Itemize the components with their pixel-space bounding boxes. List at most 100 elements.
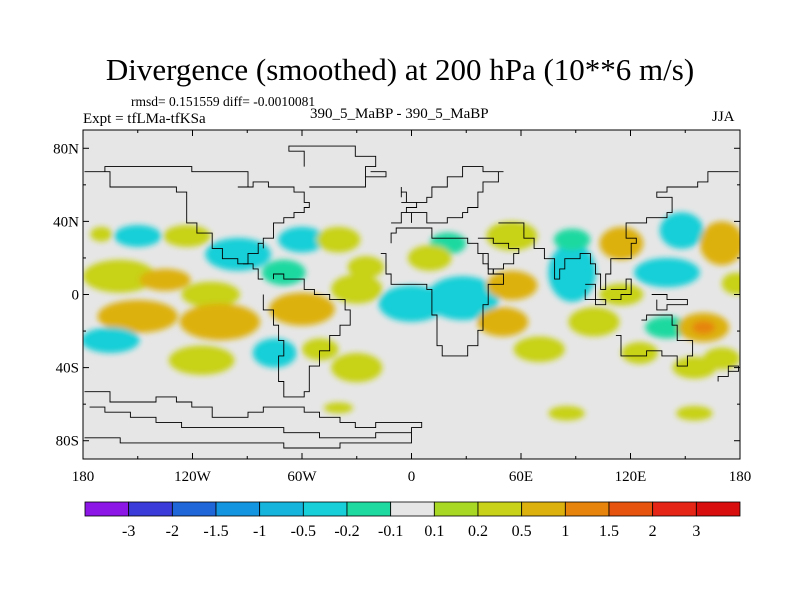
divergence-core-34	[491, 315, 515, 329]
colorbar-swatch	[128, 501, 173, 517]
colorbar-label: -0.2	[334, 523, 359, 540]
colorbar-label: 0.2	[468, 523, 488, 540]
coastline-11	[717, 365, 739, 382]
divergence-contour-13	[331, 274, 383, 304]
season-label: JJA	[712, 109, 735, 125]
divergence-contour-21	[426, 276, 500, 321]
divergence-contour-27	[553, 228, 591, 251]
colorbar-label: 1	[561, 523, 569, 540]
divergence-field	[83, 212, 740, 421]
x-tick-label: 120E	[615, 469, 647, 485]
colorbar-swatch	[302, 501, 348, 517]
colorbar-label: -2	[166, 523, 179, 540]
case-comparison-label: 390_5_MaBP - 390_5_MaBP	[310, 106, 489, 122]
colorbar-label: 1.5	[599, 523, 619, 540]
divergence-core-10	[119, 309, 156, 324]
colorbar-label: -0.5	[291, 523, 316, 540]
divergence-contour-41	[672, 356, 717, 379]
divergence-contour-5	[205, 237, 271, 271]
colorbar: -3 -2 -1.5 -1 -0.5 -0.2 -0.1 0.1 0.2 0.5 1 1.5 2 3	[84, 501, 741, 540]
coastline-6	[498, 171, 739, 290]
coastline-7	[615, 314, 694, 367]
x-tick-label: 60W	[287, 469, 317, 485]
coastline-2	[262, 273, 351, 398]
coastlines	[84, 145, 739, 449]
colorbar-swatch	[433, 501, 479, 517]
x-tick-label: 0	[408, 469, 416, 485]
colorbar-label: 0.1	[424, 523, 444, 540]
experiment-label: Expt = tfLMa-tfKSa	[83, 111, 206, 127]
colorbar-swatch	[346, 501, 392, 517]
colorbar-swatch	[521, 501, 566, 517]
colorbar-swatch	[652, 501, 697, 517]
divergence-contour-2	[114, 225, 162, 247]
divergence-contour-36	[568, 307, 620, 337]
colorbar-label: 0.5	[512, 523, 532, 540]
colorbar-swatch	[215, 501, 261, 517]
y-tick-label: 40N	[53, 214, 79, 230]
divergence-contour-37	[621, 342, 658, 364]
divergence-core-39	[692, 320, 715, 334]
divergence-contour-17	[252, 338, 297, 368]
coastline-16	[400, 187, 417, 203]
divergence-core-31	[711, 233, 732, 254]
colorbar-swatch	[695, 501, 741, 517]
divergence-contour-44	[323, 402, 354, 414]
coastline-12	[84, 171, 264, 280]
coastline-4	[391, 166, 504, 224]
chart-title: Divergence (smoothed) at 200 hPa (10**6 …	[105, 52, 695, 87]
colorbar-swatch	[564, 501, 610, 517]
x-tick-label: 120W	[174, 469, 212, 485]
coastline-8	[584, 283, 607, 306]
divergence-core-25	[500, 278, 524, 292]
colorbar-swatch	[171, 501, 217, 517]
divergence-contour-15	[83, 327, 140, 353]
divergence-core-1	[153, 274, 177, 285]
divergence-contour-24	[486, 221, 538, 251]
coastline-5	[477, 237, 520, 275]
divergence-contour-6	[278, 226, 326, 253]
coastline-9	[610, 278, 632, 301]
coastline-15	[365, 171, 387, 178]
coastline-1	[84, 406, 422, 449]
colorbar-label: 2	[649, 523, 657, 540]
y-tick-label: 40S	[56, 361, 79, 377]
divergence-contour-23	[407, 245, 452, 271]
coastline-14	[288, 145, 377, 188]
divergence-contour-14	[347, 256, 385, 279]
divergence-contour-30	[659, 212, 704, 249]
y-tick-label: 80N	[53, 141, 79, 157]
divergence-contour-4	[90, 226, 113, 242]
divergence-core-11	[201, 313, 238, 331]
colorbar-swatch	[390, 501, 435, 517]
divergence-contour-35	[513, 336, 565, 363]
divergence-contour-8	[261, 259, 306, 286]
colorbar-swatch	[259, 501, 304, 517]
divergence-contour-38	[645, 316, 689, 339]
rmsd-diff-stats: rmsd= 0.151559 diff= -0.0010081	[131, 94, 316, 109]
colorbar-label: -3	[122, 523, 135, 540]
colorbar-swatch	[608, 501, 654, 517]
y-tick-label: 80S	[56, 434, 79, 450]
divergence-contour-26	[548, 243, 596, 302]
colorbar-swatch	[477, 501, 523, 517]
colorbar-label: -0.1	[378, 523, 403, 540]
divergence-contour-16	[168, 345, 235, 375]
divergence-contour-3	[163, 225, 211, 247]
x-tick-label: 180	[72, 469, 95, 485]
colorbar-label: 3	[692, 523, 700, 540]
coastline-3	[380, 227, 504, 357]
colorbar-label: -1.5	[203, 523, 228, 540]
divergence-contour-42	[548, 405, 585, 421]
colorbar-swatch	[84, 501, 130, 517]
divergence-contour-0	[83, 259, 156, 293]
divergence-contour-43	[676, 405, 713, 421]
coastline-13	[104, 166, 310, 265]
axis-ticks: 180 120W 60W 0 60E 120E 180 80N 40N 0 40S 80S	[53, 130, 751, 485]
divergence-core-28	[611, 235, 632, 251]
divergence-contour-19	[331, 352, 383, 383]
divergence-contour-7	[316, 226, 361, 253]
coastline-10	[651, 294, 688, 311]
colorbar-label: -1	[253, 523, 266, 540]
